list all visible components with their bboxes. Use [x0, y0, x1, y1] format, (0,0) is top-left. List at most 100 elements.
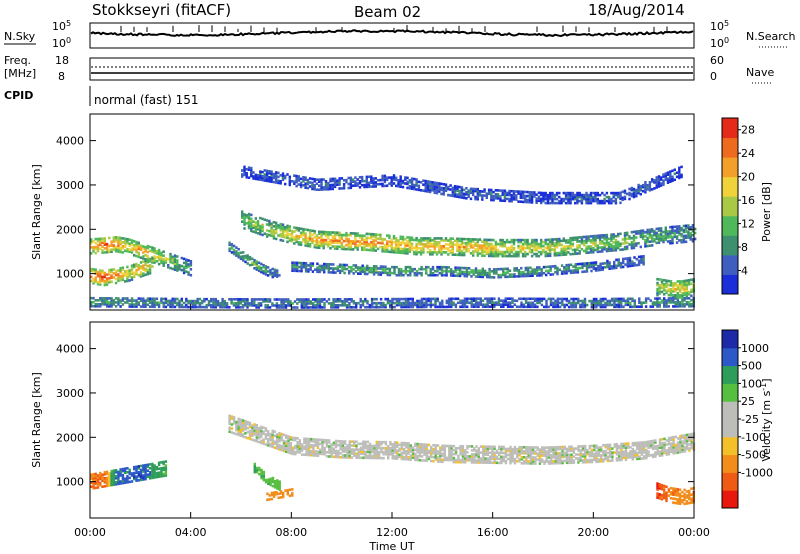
velocity-cell — [228, 420, 231, 423]
power-cell — [603, 245, 606, 249]
power-cell — [642, 258, 645, 262]
power-cell — [603, 262, 607, 265]
power-cell — [460, 192, 464, 195]
power-cell — [617, 262, 620, 265]
power-cell — [151, 301, 154, 304]
power-cell — [626, 261, 629, 264]
velocity-cell — [114, 475, 118, 478]
power-cell — [605, 243, 609, 247]
power-cell — [406, 242, 409, 245]
power-cell — [318, 236, 321, 240]
power-cell — [606, 303, 609, 307]
power-cell — [556, 272, 559, 276]
power-cell — [419, 241, 423, 244]
power-cell — [438, 271, 441, 275]
power-cell — [669, 294, 673, 297]
power-cell — [678, 282, 682, 285]
power-cell — [359, 272, 362, 275]
power-cell — [562, 249, 565, 252]
power-cell — [114, 269, 118, 273]
power-cell — [392, 182, 396, 185]
power-cell — [510, 248, 513, 252]
power-cell — [501, 242, 504, 246]
power-cell — [112, 299, 115, 302]
power-cell — [275, 229, 278, 233]
power-cell — [467, 191, 470, 194]
velocity-cell — [271, 433, 274, 437]
power-cell — [99, 297, 102, 300]
power-cell — [212, 303, 215, 307]
power-cell — [413, 252, 416, 256]
power-cell — [592, 248, 595, 252]
power-colorbar-label: Power [dB] — [760, 182, 773, 242]
velocity-cell — [108, 482, 111, 485]
power-cell — [463, 194, 466, 198]
power-cell — [105, 279, 109, 282]
power-cell — [293, 174, 296, 177]
power-cell — [488, 305, 491, 308]
power-cell — [264, 269, 268, 272]
power-cell — [413, 246, 416, 250]
velocity-cell — [142, 464, 145, 467]
velocity-cell — [114, 469, 118, 472]
power-cell — [265, 219, 269, 222]
power-cell — [212, 297, 215, 301]
power-cell — [322, 244, 325, 248]
power-cell — [631, 305, 634, 309]
power-cell — [124, 243, 127, 247]
power-cell — [247, 214, 251, 218]
power-cell — [167, 303, 170, 307]
power-cell — [429, 305, 433, 309]
power-cell — [395, 237, 398, 240]
power-cell — [400, 269, 403, 273]
power-cell — [617, 301, 621, 305]
power-cell — [530, 242, 534, 246]
power-cell — [456, 185, 459, 188]
power-cell — [401, 251, 405, 255]
power-cell — [676, 303, 679, 306]
power-cell — [680, 232, 683, 236]
power-cell — [185, 260, 188, 263]
power-cell — [649, 305, 652, 308]
power-cell — [592, 297, 596, 301]
velocity-cell — [155, 471, 159, 475]
power-cell — [329, 179, 332, 183]
power-cell — [657, 227, 661, 230]
power-cell — [438, 188, 441, 191]
power-cell — [340, 241, 344, 245]
power-cell — [493, 301, 496, 304]
power-cell — [259, 172, 262, 175]
power-cell — [592, 246, 595, 250]
power-cell — [401, 239, 405, 243]
power-cell — [395, 297, 399, 301]
power-cell — [273, 270, 277, 274]
power-cell — [198, 297, 202, 301]
power-cell — [513, 269, 516, 272]
power-cell — [576, 262, 580, 266]
power-colorbar-tick-label: 24 — [741, 147, 755, 160]
power-cell — [664, 234, 667, 238]
power-cell — [268, 233, 271, 237]
power-cell — [517, 192, 520, 195]
power-cell — [488, 271, 491, 275]
power-cell — [526, 268, 530, 272]
power-cell — [130, 278, 134, 281]
power-cell — [485, 240, 488, 244]
power-cell — [176, 259, 179, 262]
power-cell — [551, 197, 554, 201]
power-cell — [148, 258, 152, 261]
power-cell — [108, 278, 111, 282]
velocity-cell — [294, 438, 297, 442]
power-cell — [454, 303, 458, 307]
power-cell — [345, 304, 349, 307]
power-cell — [402, 269, 405, 273]
power-cell — [678, 284, 682, 287]
power-cell — [538, 272, 541, 275]
power-cell — [558, 243, 561, 247]
power-cell — [306, 242, 310, 246]
power-cell — [357, 301, 360, 305]
power-cell — [474, 248, 477, 251]
power-cell — [483, 240, 486, 244]
power-cell — [564, 197, 568, 201]
power-cell — [680, 234, 683, 238]
